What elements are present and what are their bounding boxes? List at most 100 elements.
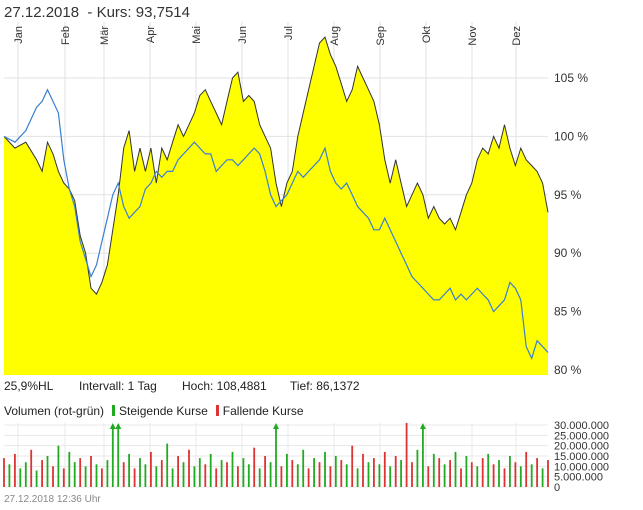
volume-bar: [117, 425, 120, 487]
volume-bar: [95, 464, 98, 487]
volume-bar: [30, 449, 33, 487]
volume-axis-labels: 05.000.00010.000.00015.000.00020.000.000…: [554, 420, 609, 494]
low-label: Tief: 86,1372: [290, 379, 360, 393]
volume-bar: [547, 460, 549, 487]
volume-bar: [454, 451, 457, 487]
volume-bar: [171, 468, 174, 487]
volume-bar: [509, 456, 511, 487]
volume-bar: [14, 453, 16, 487]
volume-tick-label: 30.000.000: [554, 420, 609, 432]
volume-bar: [188, 449, 190, 487]
month-label: Apr: [145, 26, 157, 43]
volume-bar: [422, 425, 424, 487]
month-label: Jan: [13, 26, 25, 44]
volume-bar: [345, 464, 348, 487]
y-tick-label: 105 %: [554, 71, 588, 85]
volume-bar: [68, 451, 71, 487]
y-tick-labels: 80 % 85 % 90 % 95 % 100 % 105 %: [554, 71, 588, 377]
volume-bar: [378, 464, 381, 487]
volume-bar: [128, 453, 130, 487]
price-line: [3, 36, 549, 295]
volume-bar: [438, 458, 441, 487]
volume-bar: [41, 460, 43, 487]
compare-line: [3, 88, 549, 360]
volume-bar: [46, 456, 49, 487]
header-date: 27.12.2018: [4, 4, 80, 21]
volume-bar: [258, 468, 261, 487]
volume-bar: [329, 466, 332, 487]
volume-bar: [275, 425, 277, 487]
volume-bar: [73, 462, 76, 487]
month-label: Nov: [467, 26, 479, 46]
volume-bar: [367, 462, 370, 487]
volume-bar: [144, 464, 147, 487]
volume-overflow-arrow: [115, 423, 122, 429]
down-swatch: [215, 405, 219, 416]
volume-bar: [498, 460, 500, 487]
volume-bar: [291, 460, 294, 487]
volume-bar: [307, 468, 310, 487]
volume-bar: [101, 468, 103, 487]
down-label: Fallende Kurse: [222, 404, 304, 418]
hl-label: 25,9%HL: [4, 379, 54, 393]
volume-bar: [90, 456, 92, 487]
volume-title: Volumen (rot-grün): [4, 404, 105, 418]
volume-overflow-arrow: [419, 423, 426, 429]
y-tick-label: 100 %: [554, 129, 588, 143]
volume-bar: [106, 460, 109, 487]
month-label: Mai: [191, 26, 203, 44]
volume-bar: [400, 460, 402, 487]
volume-bar: [324, 451, 326, 487]
volume-bar: [476, 466, 479, 487]
volume-bar: [122, 462, 125, 487]
volume-bar: [150, 451, 152, 487]
volume-bar: [198, 458, 201, 487]
compare-line-group: [3, 88, 549, 360]
interval-label: Intervall: 1 Tag: [79, 379, 157, 393]
volume-bar: [356, 468, 359, 487]
up-swatch: [112, 405, 116, 416]
volume-bar: [427, 466, 430, 487]
volume-bar: [182, 462, 185, 487]
volume-bar: [8, 464, 11, 487]
month-label: Dez: [511, 26, 523, 46]
month-label: Aug: [329, 26, 341, 46]
volume-bar: [269, 462, 272, 487]
month-label: Jun: [237, 26, 249, 44]
y-tick-label: 80 %: [554, 363, 582, 377]
volume-bars: [3, 422, 549, 487]
volume-bar: [193, 466, 196, 487]
chart-header: 27.12.2018 - Kurs: 93,7514: [4, 4, 190, 21]
volume-bar: [204, 464, 207, 487]
volume-bar: [405, 422, 408, 487]
month-label: Sep: [375, 26, 387, 46]
volume-bar: [449, 460, 451, 487]
volume-bar: [296, 464, 299, 487]
volume-bar: [313, 458, 315, 487]
month-label: Feb: [60, 26, 72, 45]
volume-bar: [209, 453, 212, 487]
volume-tick-label: 15.000.000: [554, 451, 609, 463]
volume-bar: [389, 466, 392, 487]
volume-bar: [215, 468, 218, 487]
volume-bar: [111, 425, 114, 487]
y-tick-label: 90 %: [554, 246, 582, 260]
volume-bar: [62, 468, 65, 487]
volume-tick-label: 10.000.000: [554, 461, 609, 473]
volume-bar: [460, 468, 462, 487]
volume-bar: [155, 466, 158, 487]
volume-bar: [253, 447, 256, 487]
volume-bar: [286, 453, 288, 487]
volume-bar: [519, 466, 522, 487]
y-tick-label: 95 %: [554, 188, 582, 202]
volume-bar: [133, 468, 136, 487]
volume-bar: [351, 445, 354, 487]
volume-tick-label: 20.000.000: [554, 441, 609, 453]
volume-legend: Volumen (rot-grün) Steigende Kurse Fallend…: [4, 404, 304, 418]
month-label: Okt: [421, 26, 433, 43]
volume-bar: [231, 451, 234, 487]
volume-bar: [52, 466, 54, 487]
volume-overflow-arrow: [273, 423, 279, 429]
volume-bar: [19, 468, 22, 487]
